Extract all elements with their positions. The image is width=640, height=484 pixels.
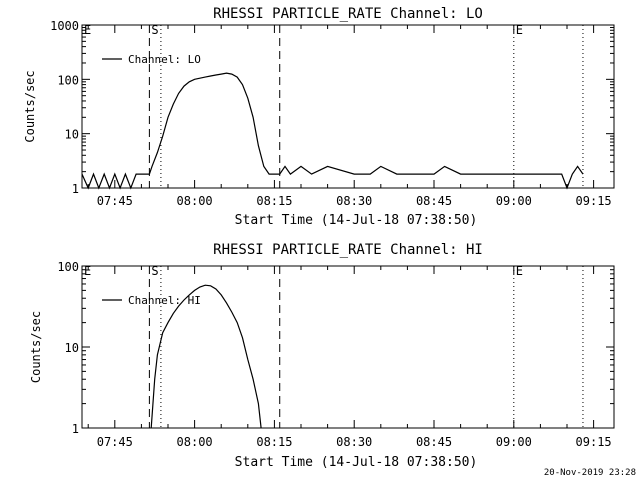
y-tick-label: 100 [57,260,79,274]
x-tick-label: 08:00 [177,435,213,449]
plot-frame [81,265,615,429]
plot-frame [81,24,615,189]
event-marker-label: E [516,264,523,278]
x-tick-label: 08:30 [336,435,372,449]
y-tick-label: 1000 [50,19,79,33]
generated-timestamp: 20-Nov-2019 23:28 [543,468,636,478]
chart-panel-1: RHESSI PARTICLE_RATE Channel: LO 07:45 08:… [23,6,615,228]
event-marker-label: E [516,23,523,37]
y-tick-label: 1 [72,422,79,436]
chart-title: RHESSI PARTICLE_RATE Channel: HI [213,242,483,258]
chart-panel-2: RHESSI PARTICLE_RATE Channel: HI 07:45 08:… [29,242,615,470]
x-tick-label: 08:15 [256,435,292,449]
x-tick-label: 09:00 [496,194,532,208]
x-tick-label: 08:00 [177,194,213,208]
event-marker-label: E [84,264,91,278]
x-tick-label: 07:45 [97,435,133,449]
x-tick-label: 07:45 [97,194,133,208]
x-tick-label: 08:45 [416,435,452,449]
series-line [81,72,584,190]
x-tick-label: 08:15 [256,194,292,208]
event-marker-label: S [151,264,158,278]
x-tick-label: 08:45 [416,194,452,208]
x-axis-label: Start Time (14-Jul-18 07:38:50) [235,213,478,228]
series-line [150,284,262,429]
x-tick-label: 09:15 [576,194,612,208]
legend-label: Channel: LO [128,53,201,66]
chart-title: RHESSI PARTICLE_RATE Channel: LO [213,6,483,22]
x-tick-label: 09:00 [496,435,532,449]
x-axis-label: Start Time (14-Jul-18 07:38:50) [235,455,478,470]
y-axis-label: Counts/sec [29,311,43,383]
x-tick-label: 09:15 [576,435,612,449]
event-marker-label: E [84,23,91,37]
y-axis-label: Counts/sec [23,70,37,142]
event-marker-label: S [151,23,158,37]
y-tick-label: 100 [57,73,79,87]
legend-label: Channel: HI [128,294,201,307]
x-tick-label: 08:30 [336,194,372,208]
y-tick-label: 10 [65,128,79,142]
y-tick-label: 1 [72,182,79,196]
y-tick-label: 10 [65,341,79,355]
